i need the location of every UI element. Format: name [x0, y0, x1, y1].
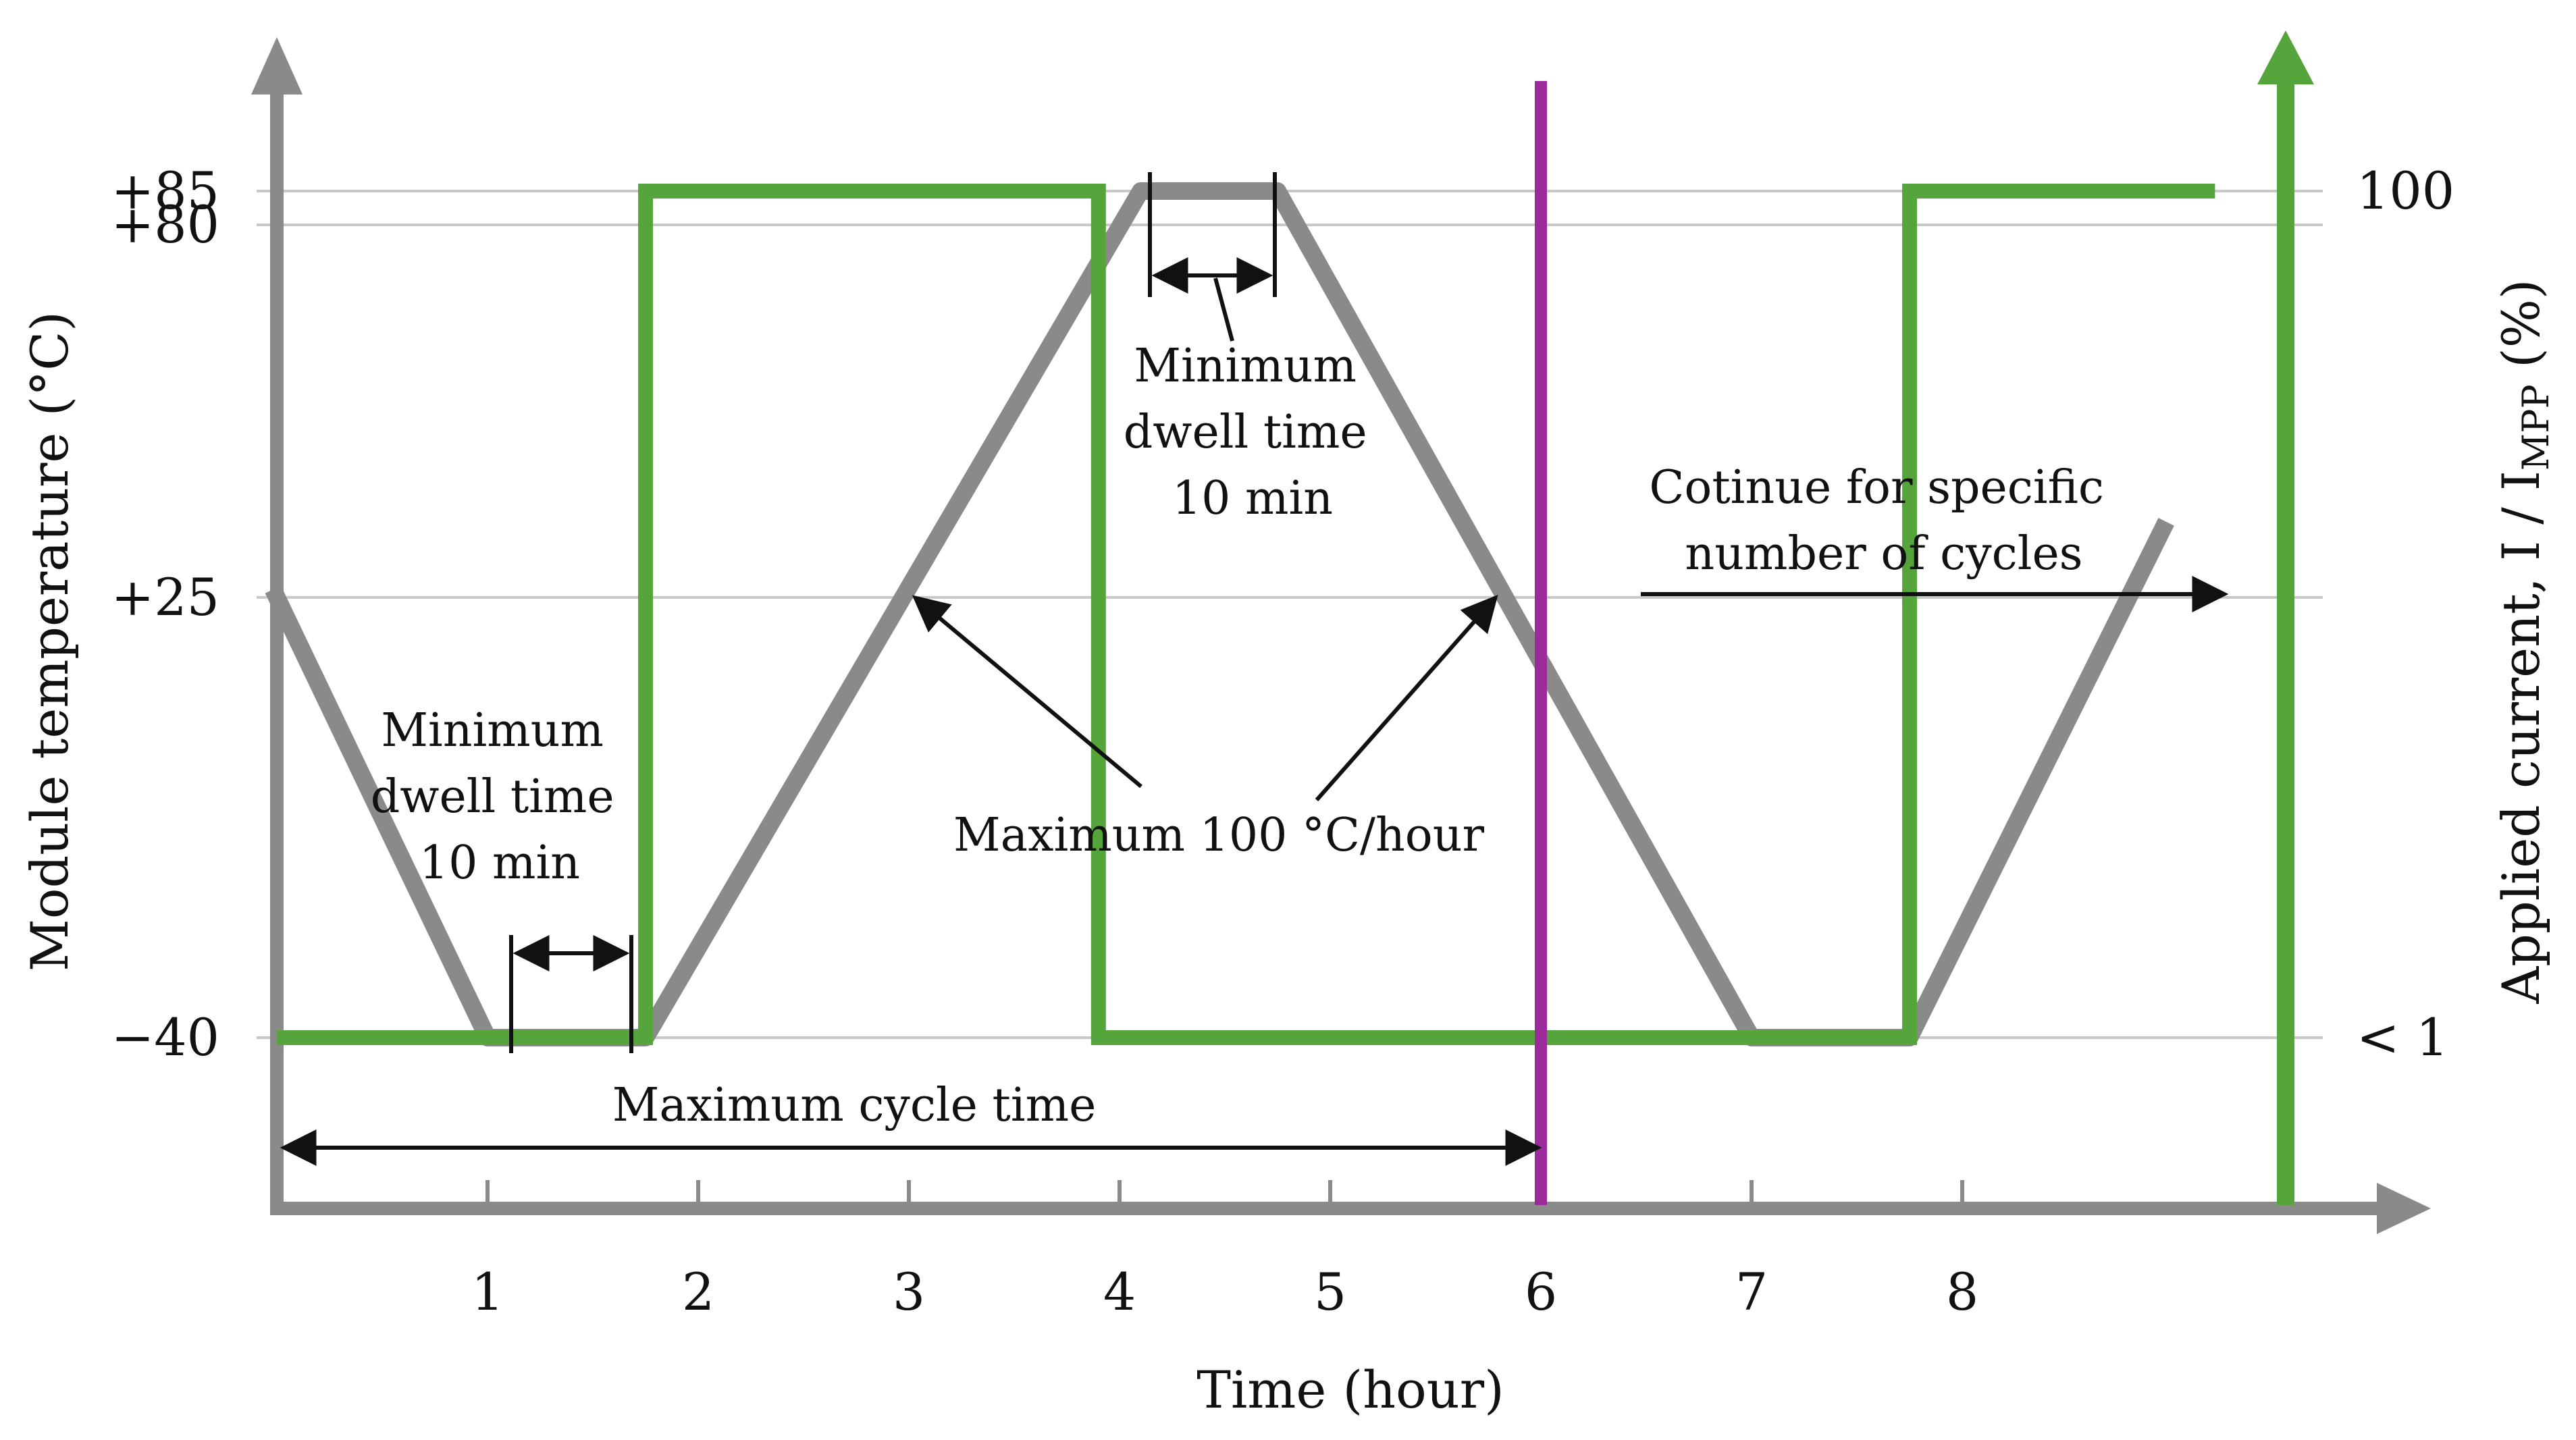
axes — [251, 30, 2431, 1234]
cycle-time-label: Maximum cycle time — [612, 1079, 1097, 1132]
x-tick-label: 8 — [1946, 1262, 1978, 1322]
y2-tick-label: < 1 — [2357, 1007, 2448, 1067]
x-axis-ticks: 1 2 3 4 5 6 7 8 — [471, 1180, 1978, 1322]
x-tick-label: 6 — [1525, 1262, 1557, 1322]
y-tick-label: +80 — [111, 194, 219, 255]
dwell-high-leader — [1213, 277, 1234, 342]
continue-label: Cotinue for specific number of cycles — [1649, 461, 2118, 581]
dwell-high-label: Minimum dwell time 10 min — [1124, 340, 1382, 525]
y-axis-right-title: Applied current, I / IMPP (%) — [2491, 279, 2557, 1004]
temperature-line — [265, 182, 2174, 1046]
x-tick-label: 1 — [471, 1262, 504, 1322]
horizontal-gridlines — [257, 190, 2323, 1039]
y-axis-right-ticks: 100 < 1 — [2357, 161, 2454, 1067]
y-axis-left-arrowhead — [251, 37, 303, 95]
x-tick-label: 2 — [682, 1262, 714, 1322]
y2-tick-label: 100 — [2357, 161, 2454, 221]
y-axis-left-ticks: −40 +25 +80+85 — [111, 161, 219, 1067]
ramp-rate-label: Maximum 100 °C/hour — [953, 809, 1485, 862]
y-tick-label: +85 — [111, 161, 219, 221]
x-axis-title: Time (hour) — [1197, 1360, 1504, 1420]
ramp-down-arrow — [1315, 594, 1498, 801]
y-axis-right-arrowhead — [2257, 30, 2314, 84]
current-line — [277, 184, 2215, 1045]
x-axis-arrowhead — [2377, 1183, 2431, 1234]
y-tick-label: −40 — [111, 1007, 219, 1067]
dwell-low-label: Minimum dwell time 10 min — [371, 704, 629, 890]
x-tick-label: 3 — [893, 1262, 925, 1322]
x-tick-label: 5 — [1314, 1262, 1346, 1322]
y-tick-label: +25 — [111, 567, 219, 627]
ramp-up-arrow — [912, 595, 1142, 789]
annotation-graphics — [280, 172, 2229, 1166]
y-axis-left-title: Module temperature (°C) — [20, 311, 80, 971]
x-tick-label: 4 — [1103, 1262, 1136, 1322]
x-tick-label: 7 — [1735, 1262, 1768, 1322]
